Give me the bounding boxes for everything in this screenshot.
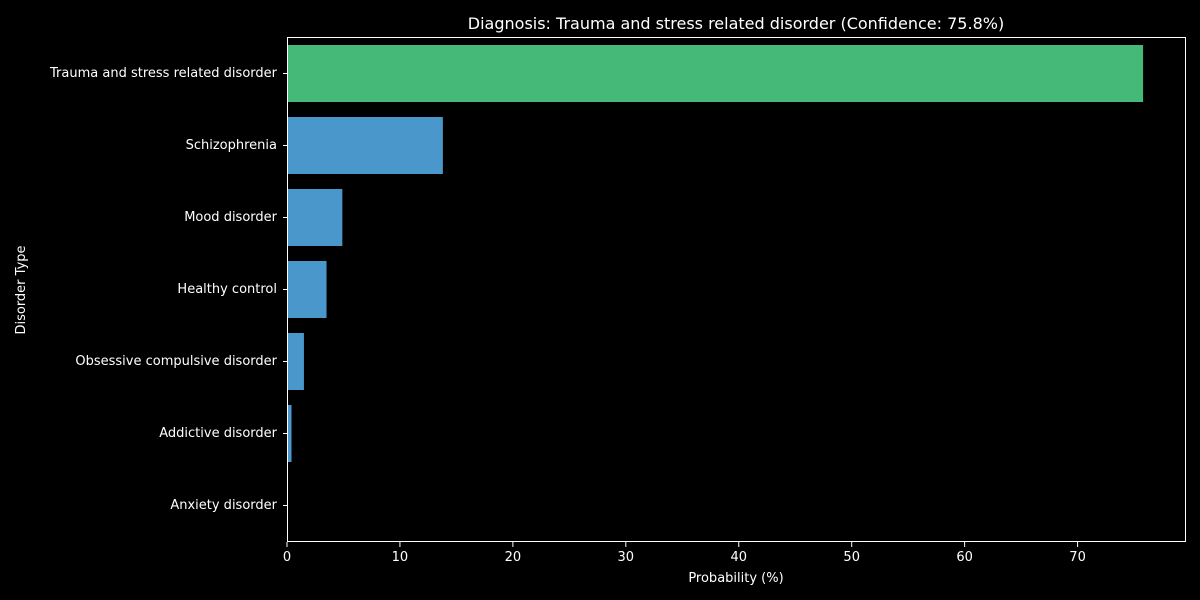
x-tick-label-4: 40 bbox=[730, 550, 747, 565]
bar-0 bbox=[287, 45, 1144, 102]
y-axis-label: Disorder Type bbox=[14, 245, 29, 334]
y-tick-label-2: Mood disorder bbox=[184, 210, 277, 225]
y-ticks: Trauma and stress related disorder Schizo… bbox=[49, 66, 287, 513]
bar-4 bbox=[287, 333, 304, 390]
plot-frame bbox=[287, 37, 1186, 542]
x-tick-label-6: 60 bbox=[956, 550, 973, 565]
bars-layer bbox=[287, 45, 1144, 462]
x-ticks: 0 10 20 30 40 50 60 70 bbox=[283, 542, 1086, 565]
y-tick-label-0: Trauma and stress related disorder bbox=[49, 66, 278, 81]
y-tick-label-5: Addictive disorder bbox=[159, 426, 277, 441]
bar-1 bbox=[287, 117, 443, 174]
y-tick-label-3: Healthy control bbox=[177, 282, 277, 297]
x-tick-label-3: 30 bbox=[618, 550, 635, 565]
y-tick-label-4: Obsessive compulsive disorder bbox=[75, 354, 277, 369]
bar-2 bbox=[287, 189, 343, 246]
x-axis-label: Probability (%) bbox=[688, 571, 783, 586]
x-tick-label-0: 0 bbox=[283, 550, 291, 565]
x-tick-label-2: 20 bbox=[505, 550, 522, 565]
y-tick-label-1: Schizophrenia bbox=[186, 138, 277, 153]
x-tick-label-1: 10 bbox=[392, 550, 409, 565]
x-tick-label-5: 50 bbox=[843, 550, 860, 565]
bar-3 bbox=[287, 261, 327, 318]
bar-5 bbox=[287, 405, 292, 462]
x-tick-label-7: 70 bbox=[1069, 550, 1086, 565]
y-tick-label-6: Anxiety disorder bbox=[170, 498, 277, 513]
chart-title: Diagnosis: Trauma and stress related dis… bbox=[468, 14, 1004, 33]
axes-layer bbox=[287, 37, 1186, 542]
